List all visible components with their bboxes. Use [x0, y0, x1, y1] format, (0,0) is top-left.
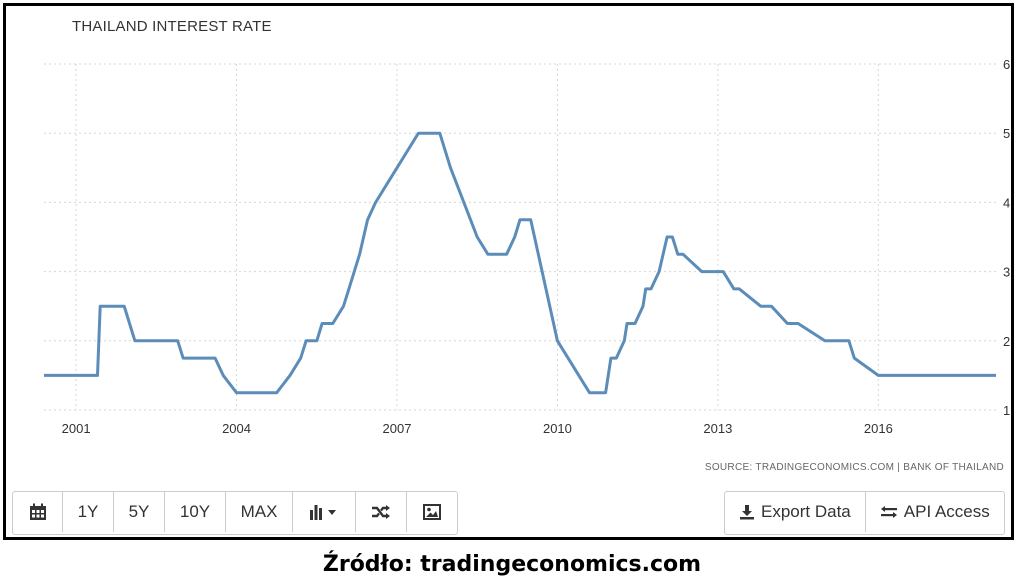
- range-1y-button[interactable]: 1Y: [63, 492, 114, 532]
- bar-chart-icon: [309, 504, 339, 520]
- y-tick-label: 2: [1003, 334, 1010, 349]
- api-access-label: API Access: [903, 502, 990, 521]
- calendar-button[interactable]: [13, 492, 63, 532]
- y-tick-label: 4: [1003, 195, 1010, 210]
- image-icon: [423, 504, 441, 520]
- series-line: [44, 131, 996, 395]
- x-tick-label: 2004: [222, 421, 251, 436]
- series-layer: [44, 131, 996, 395]
- range-max-button[interactable]: MAX: [226, 492, 293, 532]
- y-tick-label: 5: [1003, 126, 1010, 141]
- api-access-button[interactable]: API Access: [864, 492, 1004, 532]
- export-data-button[interactable]: Export Data: [725, 492, 865, 532]
- export-toolbar: Export Data API Access: [724, 491, 1005, 535]
- grid-lines: [44, 63, 996, 411]
- calendar-icon: [29, 503, 47, 521]
- shuffle-button[interactable]: [356, 492, 407, 532]
- y-tick-label: 3: [1003, 265, 1010, 280]
- y-axis-ticks: 1 2 3 4 5 6: [1003, 57, 1010, 418]
- source-caption: Źródło: tradingeconomics.com: [322, 552, 702, 577]
- x-axis-ticks: 2001 2004 2007 2010 2013 2016: [62, 421, 893, 436]
- x-tick-label: 2007: [383, 421, 412, 436]
- source-note: SOURCE: TRADINGECONOMICS.COM | BANK OF T…: [704, 462, 1004, 473]
- x-tick-label: 2016: [864, 421, 893, 436]
- exchange-icon: [880, 504, 898, 520]
- y-tick-label: 1: [1003, 403, 1010, 418]
- shuffle-icon: [371, 504, 391, 520]
- x-tick-label: 2001: [62, 421, 91, 436]
- range-10y-button[interactable]: 10Y: [165, 492, 226, 532]
- x-tick-label: 2010: [543, 421, 572, 436]
- export-data-label: Export Data: [761, 502, 851, 521]
- range-toolbar: 1Y 5Y 10Y MAX: [12, 491, 458, 535]
- download-icon: [739, 504, 755, 520]
- range-5y-button[interactable]: 5Y: [114, 492, 165, 532]
- x-tick-label: 2013: [703, 421, 732, 436]
- image-button[interactable]: [407, 492, 457, 532]
- chart-type-button[interactable]: [293, 492, 356, 532]
- y-tick-label: 6: [1003, 57, 1010, 72]
- chart-title: THAILAND INTEREST RATE: [72, 18, 272, 35]
